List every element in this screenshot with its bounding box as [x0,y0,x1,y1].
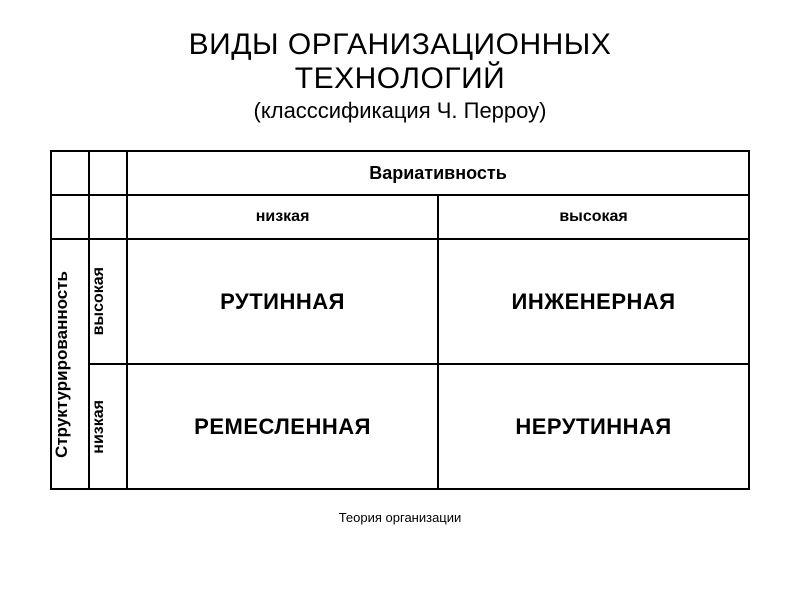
row-header-low-cell: низкая [89,364,127,489]
title-block: ВИДЫ ОРГАНИЗАЦИОННЫХ ТЕХНОЛОГИЙ (классси… [0,0,800,142]
subtitle: (класссификация Ч. Перроу) [0,98,800,124]
row-axis-label-cell: Структурированность [51,239,89,489]
col-axis-label: Вариативность [127,151,749,195]
corner-cell-c [51,195,89,239]
corner-cell-a [51,151,89,195]
cell-engineering: ИНЖЕНЕРНАЯ [438,239,749,364]
corner-cell-b [89,151,127,195]
footer-text: Теория организации [0,510,800,525]
row-axis-label: Структурированность [52,271,88,458]
corner-cell-d [89,195,127,239]
perrow-matrix: Вариативность низкая высокая Структуриро… [50,150,750,490]
row-header-high: высокая [90,267,126,335]
title-line2: ТЕХНОЛОГИЙ [0,62,800,96]
col-header-low: низкая [127,195,438,239]
title-line1: ВИДЫ ОРГАНИЗАЦИОННЫХ [0,28,800,62]
col-header-high: высокая [438,195,749,239]
cell-routine: РУТИННАЯ [127,239,438,364]
cell-craft: РЕМЕСЛЕННАЯ [127,364,438,489]
cell-nonroutine: НЕРУТИННАЯ [438,364,749,489]
row-header-high-cell: высокая [89,239,127,364]
row-header-low: низкая [90,400,126,454]
